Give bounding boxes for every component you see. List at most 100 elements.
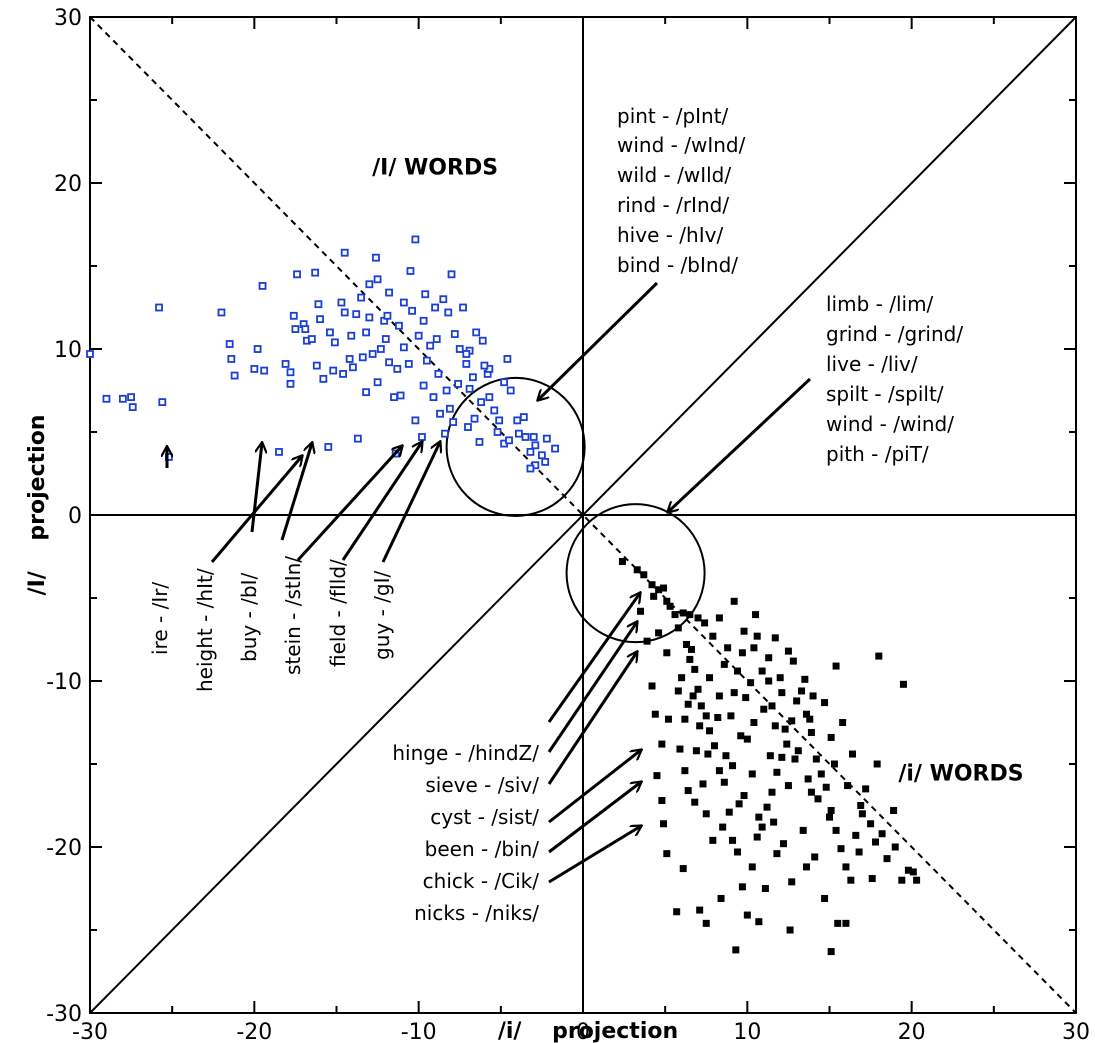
data-point-i-word: [786, 926, 794, 934]
annotation-label: rind - /rInd/: [617, 193, 729, 217]
data-point-i-word: [653, 772, 661, 780]
data-point-i-word: [873, 760, 881, 768]
data-point-I-word: [449, 418, 458, 426]
data-point-i-word: [753, 632, 761, 640]
data-point-I-word: [253, 345, 262, 353]
data-point-i-word: [686, 655, 694, 663]
data-point-I-word: [362, 388, 370, 397]
data-point-i-word: [855, 848, 863, 856]
data-point-i-word: [842, 919, 850, 927]
data-point-i-word: [817, 770, 825, 778]
annotation-label: nicks - /niks/: [414, 901, 539, 925]
data-point-I-word: [506, 386, 515, 395]
data-point-I-word: [445, 404, 454, 413]
data-point-i-word: [798, 687, 806, 695]
data-point-I-word: [311, 268, 320, 277]
data-point-i-word: [737, 732, 745, 740]
data-point-i-word: [778, 689, 786, 697]
rotated-word-labels: ire - /Ir/ height - /hIt/ buy - /bI/ ste…: [148, 556, 394, 692]
data-point-I-word: [551, 444, 559, 453]
right-word-list: limb - /lim/ grind - /grind/ live - /liv…: [826, 292, 963, 466]
data-point-i-word: [679, 609, 687, 617]
data-point-i-word: [650, 592, 658, 600]
data-point-i-word: [830, 760, 838, 768]
data-point-I-word: [442, 386, 451, 395]
data-point-I-word: [436, 409, 444, 418]
data-point-i-word: [655, 629, 663, 637]
data-point-i-word: [778, 753, 786, 761]
annotation-label: wind - /wInd/: [617, 133, 746, 157]
annotation-arrow: [548, 750, 641, 824]
annotation-arrows: [167, 281, 812, 884]
annotation-label: hinge - /hindZ/: [392, 741, 539, 765]
data-point-I-word: [542, 434, 551, 443]
data-point-i-word: [750, 719, 758, 726]
data-point-I-word: [260, 366, 269, 375]
data-point-i-word: [720, 660, 728, 668]
data-point-i-word: [691, 665, 699, 673]
data-point-I-word: [411, 416, 420, 425]
data-point-i-word: [768, 702, 776, 710]
data-point-i-word: [847, 876, 855, 884]
data-point-i-word: [651, 710, 659, 718]
data-point-I-word: [399, 343, 408, 352]
data-point-i-word: [687, 645, 695, 653]
data-point-i-word: [684, 700, 692, 708]
y-tick-label: -10: [46, 670, 82, 695]
data-point-i-word: [755, 918, 763, 926]
group-label-i-words: /i/ WORDS: [898, 762, 1023, 787]
data-point-i-word: [725, 808, 733, 816]
data-point-I-word: [358, 353, 367, 362]
data-point-i-word: [671, 611, 679, 619]
data-point-i-word: [837, 845, 845, 853]
annotation-label: pint - /pInt/: [617, 104, 729, 128]
data-point-i-word: [758, 823, 766, 831]
data-point-i-word: [770, 818, 778, 826]
data-point-I-word: [495, 416, 504, 425]
data-point-i-word: [768, 788, 776, 796]
data-point-i-word: [663, 597, 671, 605]
data-point-I-word: [521, 433, 530, 441]
data-point-i-word: [763, 803, 771, 811]
data-point-i-word: [852, 831, 860, 839]
data-point-I-word: [286, 368, 295, 377]
data-point-I-word: [426, 341, 435, 350]
data-point-I-word: [365, 280, 374, 289]
data-point-I-word: [434, 369, 443, 378]
data-point-I-word: [326, 328, 334, 337]
data-point-i-word: [898, 876, 906, 884]
data-point-I-word: [357, 293, 366, 302]
data-point-I-word: [513, 416, 522, 425]
annotation-arrow: [341, 442, 422, 561]
data-point-I-word: [455, 345, 464, 353]
data-point-i-word: [875, 652, 883, 660]
data-point-i-word: [827, 806, 835, 814]
data-point-I-word: [414, 331, 423, 340]
annotation-label: buy - /bI/: [237, 573, 261, 662]
data-point-i-word: [730, 689, 738, 697]
annotation-label: spilt - /spilt/: [826, 382, 944, 406]
annotation-arrow: [296, 446, 402, 562]
data-point-i-word: [633, 566, 641, 574]
data-point-I-word: [217, 308, 226, 317]
data-point-i-word: [747, 679, 755, 687]
data-point-i-word: [827, 733, 835, 741]
data-point-i-word: [904, 866, 912, 874]
annotation-label: stein - /stIn/: [281, 556, 305, 675]
x-tick-label: -20: [236, 1020, 272, 1043]
data-point-i-word: [724, 644, 732, 652]
data-point-I-word: [347, 331, 356, 340]
data-point-I-word: [250, 365, 259, 373]
data-point-I-word: [515, 429, 523, 438]
diagonal-dashed-line: [89, 16, 1077, 1014]
data-point-i-word: [883, 855, 891, 863]
highlight-circle: [445, 376, 586, 517]
data-point-i-word: [776, 674, 784, 682]
data-point-i-word: [832, 826, 840, 834]
data-point-i-word: [793, 697, 801, 705]
data-point-i-word: [814, 795, 822, 803]
data-point-i-word: [717, 894, 725, 902]
data-point-i-word: [804, 775, 812, 783]
data-point-I-word: [230, 371, 239, 380]
data-point-i-word: [857, 802, 865, 809]
